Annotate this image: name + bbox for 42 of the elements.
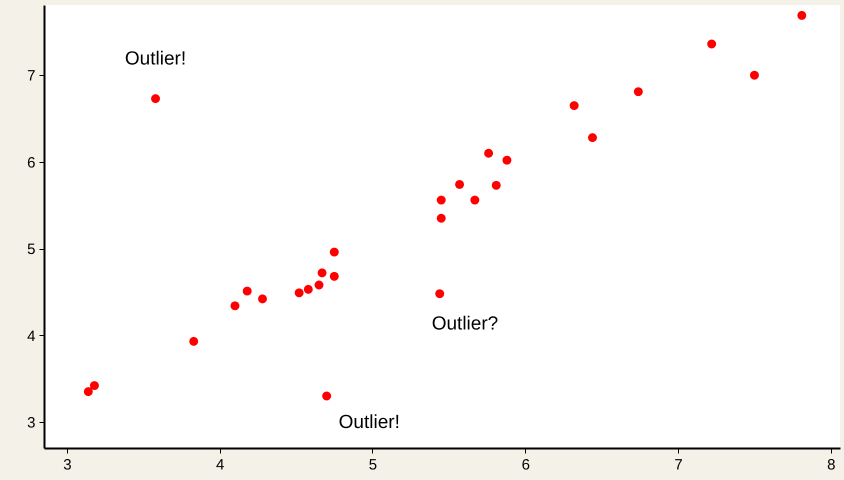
point xyxy=(314,280,324,290)
point xyxy=(435,289,444,298)
point xyxy=(330,272,339,281)
point xyxy=(258,294,267,304)
annotation: Outlier! xyxy=(338,412,400,433)
annotation: Outlier! xyxy=(124,48,186,70)
point xyxy=(304,284,313,294)
y-tick-label: 7 xyxy=(27,68,36,85)
point xyxy=(436,196,446,205)
point xyxy=(436,214,446,223)
point xyxy=(588,133,597,142)
y-tick-label: 6 xyxy=(27,154,36,172)
point xyxy=(90,381,99,390)
x-tick-label: 8 xyxy=(827,456,836,474)
point xyxy=(242,286,252,296)
point xyxy=(318,268,327,278)
y-tick-label: 5 xyxy=(27,241,36,258)
x-tick-label: 3 xyxy=(63,456,72,474)
point xyxy=(151,94,160,104)
point xyxy=(634,87,643,96)
point xyxy=(84,387,93,396)
point xyxy=(330,248,339,257)
point xyxy=(750,70,759,80)
x-tick-label: 5 xyxy=(368,456,378,474)
x-tick-label: 6 xyxy=(522,456,530,474)
point xyxy=(470,196,480,205)
point xyxy=(570,101,579,110)
point xyxy=(294,288,304,298)
point xyxy=(502,156,512,165)
point xyxy=(707,40,716,48)
x-tick-label: 7 xyxy=(674,456,683,474)
point xyxy=(484,148,494,158)
point xyxy=(797,10,806,20)
x-tick-label: 4 xyxy=(216,456,224,474)
point xyxy=(230,301,240,310)
point xyxy=(322,392,332,400)
annotation: Outlier? xyxy=(432,314,498,335)
y-tick-label: 3 xyxy=(27,414,36,432)
y-tick-label: 4 xyxy=(27,328,36,345)
point xyxy=(189,336,198,346)
point xyxy=(492,180,501,190)
point xyxy=(455,180,464,189)
